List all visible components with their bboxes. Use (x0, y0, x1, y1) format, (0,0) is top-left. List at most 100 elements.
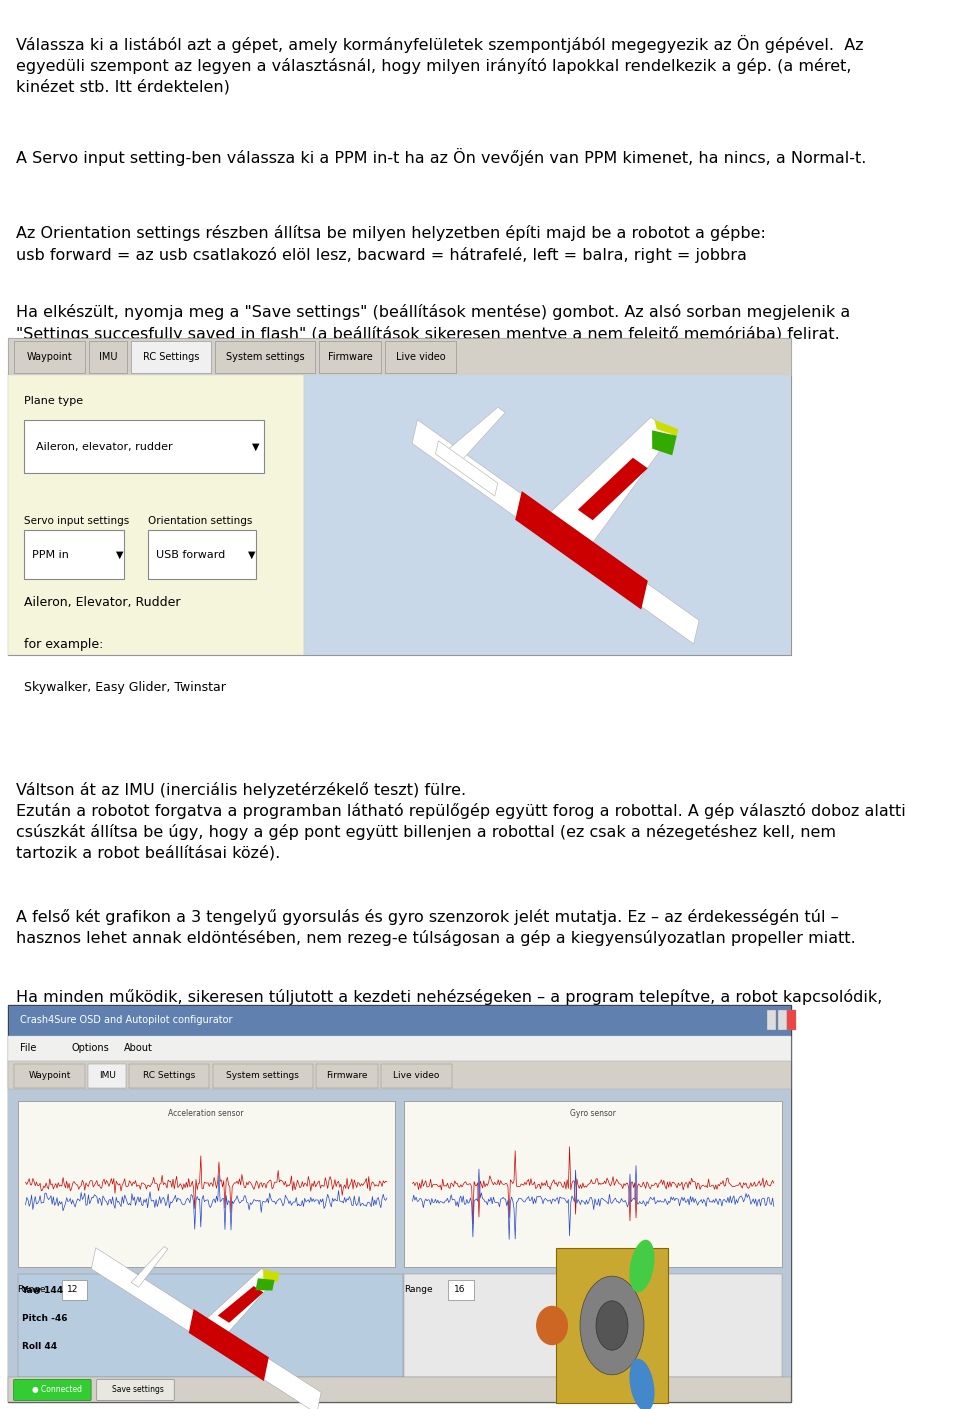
Text: Crash4Sure OSD and Autopilot configurator: Crash4Sure OSD and Autopilot configurato… (20, 1014, 232, 1026)
Text: Servo input settings: Servo input settings (24, 516, 130, 526)
FancyBboxPatch shape (8, 338, 791, 655)
Text: USB forward: USB forward (156, 550, 226, 561)
FancyBboxPatch shape (24, 530, 124, 579)
Polygon shape (91, 1248, 321, 1409)
FancyBboxPatch shape (381, 1064, 451, 1088)
Text: Váltson át az IMU (inerciális helyzetérzékelő teszt) fülre.
Ezután a robotot for: Váltson át az IMU (inerciális helyzetérz… (16, 782, 905, 861)
FancyBboxPatch shape (17, 1274, 403, 1377)
Text: Yaw 144: Yaw 144 (21, 1285, 63, 1295)
Text: Skywalker, Easy Glider, Twinstar: Skywalker, Easy Glider, Twinstar (24, 681, 226, 693)
Text: A felső két grafikon a 3 tengelyű gyorsulás és gyro szenzorok jelét mutatja. Ez : A felső két grafikon a 3 tengelyű gyorsu… (16, 909, 855, 945)
Text: Save settings: Save settings (112, 1385, 164, 1395)
FancyBboxPatch shape (24, 420, 264, 473)
FancyBboxPatch shape (212, 1064, 313, 1088)
Text: Roll 44: Roll 44 (21, 1341, 57, 1351)
FancyBboxPatch shape (61, 1279, 87, 1299)
FancyBboxPatch shape (132, 341, 211, 373)
FancyBboxPatch shape (8, 1061, 791, 1089)
Ellipse shape (596, 1301, 628, 1350)
Text: ● Connected: ● Connected (32, 1385, 82, 1395)
FancyBboxPatch shape (385, 341, 456, 373)
Ellipse shape (630, 1358, 655, 1409)
Text: Acceleration sensor: Acceleration sensor (169, 1109, 244, 1119)
Polygon shape (218, 1286, 263, 1323)
FancyBboxPatch shape (130, 1064, 209, 1088)
Text: for example:: for example: (24, 638, 104, 651)
Text: Waypoint: Waypoint (29, 1071, 71, 1079)
Text: ▼: ▼ (248, 550, 255, 561)
FancyBboxPatch shape (767, 1010, 777, 1030)
Text: Waypoint: Waypoint (27, 352, 72, 362)
Polygon shape (189, 1309, 269, 1381)
Text: Az Orientation settings részben állítsa be milyen helyzetben építi majd be a rob: Az Orientation settings részben állítsa … (16, 225, 766, 262)
Text: Válassza ki a listából azt a gépet, amely kormányfelületek szempontjából megegye: Válassza ki a listából azt a gépet, amel… (16, 35, 864, 94)
Ellipse shape (580, 1277, 644, 1375)
Polygon shape (540, 417, 673, 552)
Text: RC Settings: RC Settings (143, 1071, 196, 1079)
Text: IMU: IMU (99, 1071, 115, 1079)
FancyBboxPatch shape (8, 1005, 791, 1402)
FancyBboxPatch shape (13, 1379, 91, 1401)
FancyBboxPatch shape (787, 1010, 796, 1030)
Polygon shape (578, 458, 648, 520)
Text: 16: 16 (454, 1285, 466, 1295)
Text: Range: Range (17, 1285, 46, 1295)
FancyBboxPatch shape (8, 375, 303, 655)
Text: RC Settings: RC Settings (143, 352, 200, 362)
Text: IMU: IMU (99, 352, 117, 362)
Text: Live video: Live video (396, 352, 445, 362)
Polygon shape (652, 430, 677, 455)
Text: Orientation settings: Orientation settings (148, 516, 252, 526)
Text: Firmware: Firmware (327, 352, 372, 362)
FancyBboxPatch shape (404, 1274, 781, 1377)
Text: Aileron, elevator, rudder: Aileron, elevator, rudder (36, 441, 173, 452)
FancyBboxPatch shape (8, 1005, 791, 1036)
Text: Pitch -46: Pitch -46 (21, 1313, 67, 1323)
FancyBboxPatch shape (316, 1064, 378, 1088)
Text: About: About (124, 1043, 153, 1054)
Text: Firmware: Firmware (326, 1071, 368, 1079)
Polygon shape (263, 1270, 279, 1282)
Polygon shape (655, 420, 678, 435)
Polygon shape (436, 441, 498, 496)
Text: PPM in: PPM in (32, 550, 69, 561)
Text: Options: Options (72, 1043, 109, 1054)
Polygon shape (516, 492, 648, 610)
Text: Plane type: Plane type (24, 396, 84, 406)
FancyBboxPatch shape (319, 341, 381, 373)
FancyBboxPatch shape (8, 1036, 791, 1061)
FancyBboxPatch shape (448, 1279, 474, 1299)
Text: Ha minden működik, sikeresen túljutott a kezdeti nehézségeken – a program telepí: Ha minden működik, sikeresen túljutott a… (16, 989, 882, 1026)
Text: System settings: System settings (226, 352, 304, 362)
FancyBboxPatch shape (14, 1064, 84, 1088)
Text: Range: Range (404, 1285, 433, 1295)
Text: File: File (20, 1043, 36, 1054)
Text: Aileron, Elevator, Rudder: Aileron, Elevator, Rudder (24, 596, 180, 609)
FancyBboxPatch shape (404, 1100, 781, 1267)
Polygon shape (444, 407, 505, 464)
Polygon shape (412, 420, 699, 644)
FancyBboxPatch shape (8, 1089, 791, 1377)
Text: A Servo input setting-ben válassza ki a PPM in-t ha az Ön vevőjén van PPM kimene: A Servo input setting-ben válassza ki a … (16, 148, 866, 166)
Text: ▼: ▼ (116, 550, 124, 561)
FancyBboxPatch shape (556, 1248, 668, 1403)
FancyBboxPatch shape (148, 530, 255, 579)
FancyBboxPatch shape (88, 341, 127, 373)
FancyBboxPatch shape (88, 1064, 127, 1088)
FancyBboxPatch shape (14, 341, 84, 373)
Ellipse shape (536, 1306, 568, 1346)
Text: Live video: Live video (394, 1071, 440, 1079)
Text: Ha elkészült, nyomja meg a "Save settings" (beállítások mentése) gombot. Az alsó: Ha elkészült, nyomja meg a "Save setting… (16, 304, 851, 341)
FancyBboxPatch shape (97, 1379, 175, 1401)
Polygon shape (132, 1247, 168, 1288)
Polygon shape (199, 1268, 276, 1340)
FancyBboxPatch shape (215, 341, 315, 373)
FancyBboxPatch shape (17, 1100, 395, 1267)
Text: ▼: ▼ (252, 441, 259, 452)
FancyBboxPatch shape (8, 338, 791, 375)
FancyBboxPatch shape (303, 375, 791, 655)
Text: 12: 12 (67, 1285, 79, 1295)
FancyBboxPatch shape (778, 1010, 786, 1030)
FancyBboxPatch shape (8, 1377, 791, 1402)
Ellipse shape (630, 1240, 655, 1292)
